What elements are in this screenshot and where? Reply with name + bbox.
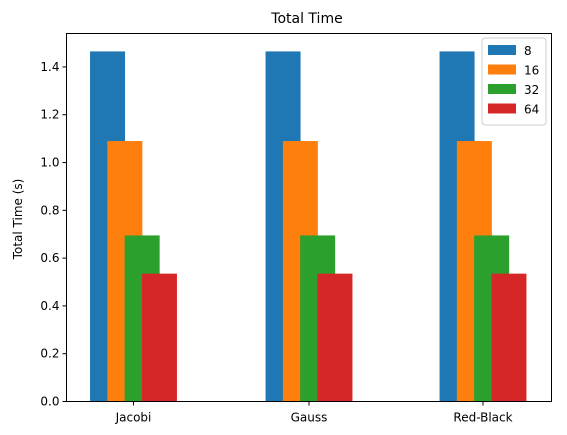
- x-axis-ticks: Jacobi Gauss Red-Black: [115, 401, 513, 425]
- y-tick-label: 0.2: [40, 347, 59, 361]
- y-tick-label: 0.4: [40, 299, 59, 313]
- y-axis-label: Total Time (s): [11, 179, 25, 261]
- y-tick-label: 1.2: [40, 108, 59, 122]
- x-tick-label: Red-Black: [453, 411, 512, 425]
- legend-swatch-16: [488, 64, 516, 75]
- bar-gauss-64: [317, 273, 353, 402]
- y-tick-label: 1.0: [40, 156, 59, 170]
- legend: 8 16 32 64: [481, 37, 547, 126]
- legend-swatch-32: [488, 84, 516, 94]
- x-tick-label: Gauss: [291, 411, 328, 425]
- y-tick-label: 1.4: [40, 60, 59, 74]
- bars-group: [90, 51, 527, 402]
- legend-swatch-64: [488, 103, 516, 114]
- y-axis-ticks: 0.0 0.2 0.4 0.6 0.8 1.0 1.2 1.4: [40, 60, 67, 409]
- legend-label-8: 8: [524, 44, 532, 58]
- legend-label-16: 16: [524, 64, 539, 78]
- y-tick-label: 0.8: [40, 203, 59, 217]
- plot-frame: [66, 33, 552, 402]
- legend-label-32: 32: [524, 83, 539, 97]
- bar-jacobi-64: [141, 273, 177, 402]
- legend-label-64: 64: [524, 103, 539, 117]
- chart-title: Total Time: [270, 11, 342, 27]
- y-tick-label: 0.0: [40, 395, 59, 409]
- x-tick-label: Jacobi: [115, 411, 152, 425]
- bar-red-black-64: [491, 273, 527, 402]
- legend-box: [481, 37, 547, 126]
- y-tick-label: 0.6: [40, 251, 59, 265]
- legend-swatch-8: [488, 45, 516, 55]
